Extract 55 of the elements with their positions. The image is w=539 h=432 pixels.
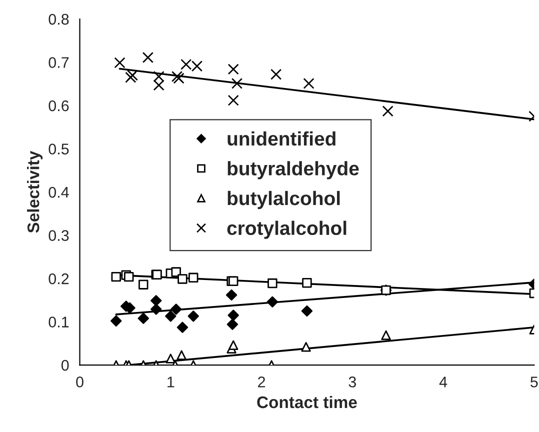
point xyxy=(188,272,198,283)
point xyxy=(302,278,312,288)
point xyxy=(301,342,311,352)
point xyxy=(153,70,164,82)
x-axis-title: Contact time xyxy=(257,396,357,408)
point xyxy=(166,354,176,364)
point xyxy=(142,52,154,64)
point xyxy=(228,64,239,75)
point xyxy=(153,80,164,91)
point xyxy=(303,78,314,90)
point xyxy=(114,57,126,68)
y-tick-label: 0 xyxy=(61,360,69,371)
point xyxy=(270,68,282,80)
y-tick-label: 0.8 xyxy=(48,14,69,25)
x-tick-label: 5 xyxy=(530,376,538,388)
y-tick-label: 0.6 xyxy=(48,100,69,112)
point xyxy=(178,274,188,284)
point xyxy=(228,340,238,350)
point xyxy=(138,280,148,290)
x-tick-label: 4 xyxy=(439,376,448,388)
point xyxy=(231,78,243,90)
x-tick-label: 1 xyxy=(168,376,174,388)
point xyxy=(150,294,162,306)
point xyxy=(228,310,239,321)
legend-label: unidentified xyxy=(228,131,336,146)
y-tick-label: 0.1 xyxy=(48,316,69,328)
x-tick-label: 0 xyxy=(76,376,84,388)
point xyxy=(171,267,181,277)
y-tick-label: 0.7 xyxy=(48,57,69,68)
point xyxy=(188,310,199,322)
point xyxy=(226,289,238,301)
point xyxy=(124,272,134,282)
x-tick-label: 3 xyxy=(348,376,356,388)
legend-label: crotylalcohol xyxy=(227,220,346,239)
point xyxy=(266,296,278,308)
point xyxy=(150,304,162,315)
point xyxy=(138,312,149,324)
y-tick-label: 0.2 xyxy=(48,273,69,284)
y-tick-label: 0.4 xyxy=(48,186,69,198)
y-tick-label: 0.3 xyxy=(48,230,69,241)
point xyxy=(176,322,188,334)
point xyxy=(301,305,313,317)
y-tick-label: 0.5 xyxy=(48,144,69,154)
point xyxy=(382,106,394,117)
legend-label: butylalcohol xyxy=(228,190,340,210)
y-axis-title: Selectivity xyxy=(27,150,43,233)
point xyxy=(170,304,182,315)
point xyxy=(226,318,238,330)
point xyxy=(268,278,278,288)
point xyxy=(110,315,122,327)
point xyxy=(165,310,176,322)
point xyxy=(111,272,121,282)
x-tick-label: 2 xyxy=(258,376,266,388)
legend-label: butyraldehyde xyxy=(228,161,359,180)
point xyxy=(228,94,239,106)
